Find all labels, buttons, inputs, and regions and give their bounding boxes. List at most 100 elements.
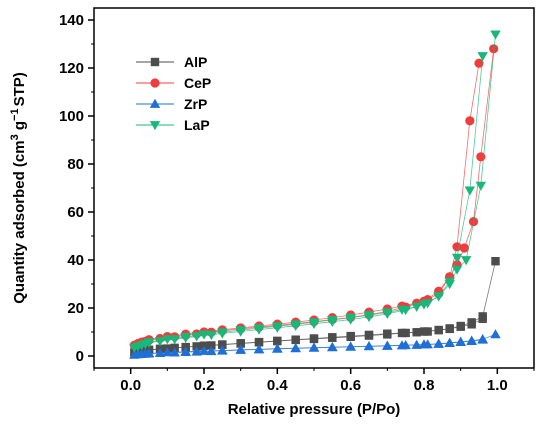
zrp-data-point	[206, 346, 217, 356]
lap-data-point	[477, 52, 488, 62]
legend-item-zrp: ZrP	[136, 96, 207, 112]
zrp-data-point	[272, 343, 283, 353]
cep-data-point	[459, 243, 469, 253]
alp-data-point	[236, 339, 245, 348]
x-axis-title: Relative pressure (P/Po)	[228, 401, 401, 418]
lap-data-point	[411, 302, 422, 312]
lap-adsorption-line	[134, 34, 496, 348]
y-axis-title-superscript: −1	[9, 108, 21, 121]
legend-marker	[150, 78, 160, 88]
lap-data-point	[206, 330, 217, 341]
lap-data-point	[162, 335, 173, 345]
zrp-data-point	[253, 344, 265, 354]
zrp-data-point	[327, 341, 338, 352]
lap-data-point	[464, 186, 476, 196]
zrp-data-point	[422, 339, 433, 349]
zrp-data-point	[169, 347, 180, 357]
zrp-data-point	[290, 342, 301, 352]
zrp-data-point	[363, 340, 375, 351]
lap-data-point	[490, 30, 501, 40]
alp-data-point	[423, 327, 432, 336]
x-tick-label: 0.8	[414, 377, 435, 394]
zrp-data-point	[154, 347, 166, 358]
zrp-data-point	[411, 339, 422, 349]
zrp-data-point	[235, 344, 246, 354]
cep-data-point	[452, 242, 462, 252]
lap-data-point	[460, 256, 472, 266]
lap-data-point	[451, 253, 463, 263]
zrp-data-point	[466, 335, 477, 346]
x-tick-label: 0.2	[194, 377, 215, 394]
lap-data-point	[422, 299, 433, 309]
alp-data-point	[467, 320, 476, 329]
y-axis-title: Quantity adsorbed (cm3 g−1 STP)	[9, 72, 28, 304]
alp-data-point	[254, 337, 264, 347]
legend-label: LaP	[184, 117, 210, 133]
alp-data-point	[383, 329, 392, 338]
lap-data-point	[475, 181, 487, 191]
lap-data-point	[363, 311, 375, 321]
zrp-data-point	[490, 329, 501, 339]
alp-data-point	[207, 341, 216, 350]
y-tick-label: 40	[67, 252, 84, 269]
alp-data-point	[192, 342, 201, 351]
alp-data-point	[412, 328, 421, 337]
y-axis-title-superscript: 3	[9, 134, 21, 140]
cep-data-point	[474, 58, 484, 68]
alp-data-point	[328, 333, 337, 342]
y-axis-title-part: g	[11, 121, 28, 134]
y-tick-label: 20	[67, 300, 84, 317]
x-axis: 0.0 0.2 0.4 0.6 0.8 1.0	[93, 368, 535, 394]
lap-data-point	[154, 337, 166, 347]
alp-data-point	[291, 335, 300, 344]
alp-data-point	[346, 331, 355, 341]
cep-data-point	[489, 44, 499, 54]
zrp-data-point	[198, 345, 210, 355]
zrp-data-point	[382, 340, 393, 350]
lap-data-point	[327, 316, 338, 326]
lap-data-point	[345, 313, 356, 323]
series-lap	[129, 30, 501, 353]
y-tick-label: 140	[59, 12, 84, 29]
y-axis-title-part: STP)	[11, 72, 28, 106]
zrp-data-point	[162, 347, 173, 357]
zrp-data-point	[396, 340, 408, 350]
alp-data-point	[273, 336, 282, 346]
lap-data-point	[143, 338, 155, 348]
x-tick-label: 0.4	[267, 377, 289, 394]
lap-data-point	[191, 332, 202, 342]
lap-data-point	[396, 305, 408, 315]
y-tick-label: 0	[76, 348, 84, 365]
alp-data-point	[397, 328, 407, 338]
legend-label: CeP	[184, 75, 211, 91]
alp-data-point	[364, 330, 374, 340]
lap-data-point	[444, 277, 455, 287]
lap-data-point	[198, 330, 210, 340]
alp-data-point	[456, 322, 465, 331]
lap-data-point	[253, 324, 265, 334]
legend-label: AlP	[184, 54, 207, 70]
legend-marker	[149, 121, 161, 131]
legend-label: ZrP	[184, 96, 207, 112]
alp-data-point	[199, 341, 209, 350]
legend-marker	[150, 57, 160, 67]
lap-data-point	[308, 318, 320, 328]
cep-data-point	[465, 116, 475, 126]
legend: AlP CeP ZrP LaP	[136, 54, 211, 133]
lap-data-point	[290, 320, 301, 330]
y-tick-label: 60	[67, 204, 84, 221]
alp-data-point	[445, 324, 454, 334]
lap-data-point	[272, 322, 283, 332]
y-tick-label: 100	[59, 108, 84, 125]
zrp-data-point	[217, 345, 228, 355]
y-axis-title-part: Quantity adsorbed (cm	[11, 140, 28, 303]
lap-data-point	[169, 335, 180, 345]
series-layer	[129, 30, 501, 359]
zrp-data-point	[143, 348, 155, 358]
zrp-data-point	[191, 346, 202, 356]
legend-item-alp: AlP	[136, 54, 207, 70]
zrp-data-point	[308, 342, 320, 352]
zrp-data-point	[433, 338, 444, 348]
